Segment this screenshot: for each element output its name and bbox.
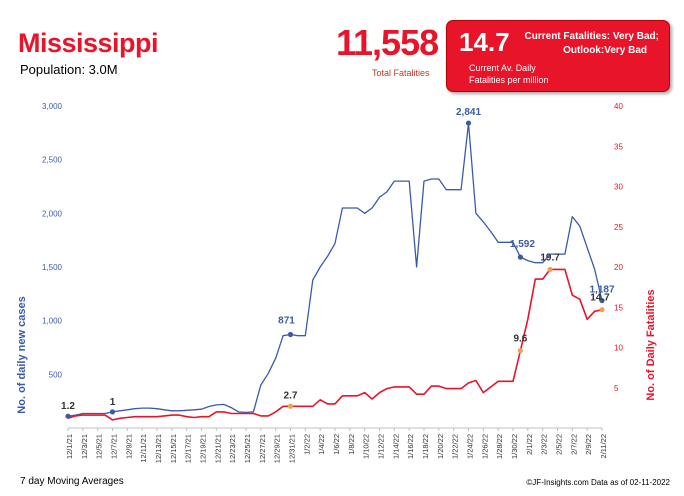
- x-tick-label: 12/9/21: [124, 434, 133, 459]
- cases-annotation: 1: [110, 397, 116, 408]
- cases-marker: [465, 120, 472, 126]
- x-tick-label: 12/13/21: [154, 434, 163, 463]
- cases-marker: [65, 413, 71, 419]
- cases-marker: [287, 331, 294, 338]
- cases-marker: [517, 254, 524, 260]
- y2-tick-label: 5: [614, 384, 619, 393]
- daily-fatalities-line: [67, 268, 603, 421]
- fatalities-marker: [547, 266, 553, 273]
- x-tick-label: 12/1/21: [65, 434, 74, 459]
- current-fatalities-label-line1: Current Av. Daily: [469, 63, 536, 73]
- x-tick-label: 12/19/21: [198, 434, 207, 463]
- cases-annotation: 1,592: [510, 239, 535, 250]
- y2-tick-label: 30: [614, 183, 623, 192]
- x-tick-label: 12/7/21: [109, 434, 118, 459]
- x-tick-label: 2/1/22: [525, 434, 534, 455]
- x-tick-label: 12/21/21: [213, 434, 222, 463]
- y2-tick-label: 10: [614, 344, 623, 353]
- x-tick-label: 12/31/21: [287, 434, 296, 463]
- x-tick-label: 2/3/22: [540, 434, 549, 455]
- x-tick-label: 2/5/22: [554, 434, 563, 455]
- x-tick-label: 12/3/21: [80, 434, 89, 459]
- total-fatalities-value: 11,558: [336, 22, 439, 63]
- y2-tick-label: 15: [614, 303, 623, 312]
- y-tick-label: 3,000: [42, 102, 63, 111]
- daily-cases-line: [67, 122, 603, 417]
- cases-annotation: 871: [278, 316, 295, 327]
- y2-tick-label: 40: [614, 102, 623, 111]
- x-tick-label: 1/28/22: [495, 434, 504, 459]
- x-tick-label: 1/2/22: [302, 434, 311, 455]
- x-tick-label: 2/9/22: [584, 434, 593, 455]
- cases-annotation: 1,187: [589, 285, 614, 296]
- x-tick-label: 1/10/22: [362, 434, 371, 459]
- x-tick-label: 12/23/21: [228, 434, 237, 463]
- axes: 500 1,000 1,500 2,000 2,500 3,000 5 10 15 20 25 30 3…: [42, 102, 623, 463]
- y-axis-title: No. of daily new cases: [16, 296, 28, 413]
- cases-annotation: 1.2: [61, 401, 75, 412]
- x-tick-label: 1/22/22: [451, 434, 460, 459]
- y-tick-label: 1,000: [42, 317, 63, 326]
- x-tick-label: 2/7/22: [569, 434, 578, 455]
- current-fatalities-label-line2: Fatalities per million: [469, 75, 549, 85]
- fatalities-status: Current Fatalities: Very Bad;: [524, 31, 659, 42]
- x-tick-label: 12/5/21: [95, 434, 104, 459]
- y2-tick-label: 20: [614, 263, 623, 272]
- x-tick-label: 1/26/22: [480, 434, 489, 459]
- fatalities-marker: [599, 307, 605, 313]
- x-tick-label: 12/15/21: [169, 434, 178, 463]
- state-title: Mississippi: [18, 28, 159, 58]
- x-tick-label: 12/17/21: [184, 434, 193, 463]
- cases-marker: [599, 297, 605, 304]
- outlook-status: Outlook:Very Bad: [563, 45, 647, 56]
- current-fatalities-value: 14.7: [459, 27, 510, 57]
- y2-tick-label: 35: [614, 142, 623, 151]
- x-tick-label: 1/4/22: [317, 434, 326, 455]
- x-tick-label: 12/29/21: [273, 434, 282, 463]
- y-tick-label: 2,500: [42, 156, 63, 165]
- x-tick-label: 1/16/22: [406, 434, 415, 459]
- y2-tick-label: 25: [614, 223, 623, 232]
- fatalities-annotation: 9.6: [513, 334, 527, 345]
- series-lines: [67, 122, 603, 421]
- x-tick-label: 1/12/22: [376, 434, 385, 459]
- x-tick-label: 2/11/22: [599, 434, 608, 458]
- footer-note: 7 day Moving Averages: [20, 476, 124, 487]
- y-tick-label: 1,500: [42, 263, 63, 272]
- fatalities-marker: [287, 403, 294, 409]
- x-tick-label: 1/6/22: [332, 434, 341, 455]
- fatalities-marker: [517, 348, 524, 354]
- x-tick-label: 12/25/21: [243, 434, 252, 463]
- footer-credit: ©JF-Insights.com Data as of 02-11-2022: [526, 478, 670, 487]
- y-tick-label: 500: [49, 370, 63, 379]
- x-tick-label: 1/24/22: [465, 434, 474, 459]
- annotation-markers: 1.2 1 871 2,841 1,592 1,187 2.7 9.6 19.7 14.7: [61, 107, 615, 419]
- fatalities-annotation: 2.7: [284, 390, 298, 401]
- x-tick-label: 1/18/22: [421, 434, 430, 459]
- y-tick-label: 2,000: [42, 209, 63, 218]
- x-tick-label: 1/30/22: [510, 434, 519, 459]
- population-label: Population: 3.0M: [20, 62, 118, 77]
- current-fatalities-box: 14.7 Current Fatalities: Very Bad; Outlo…: [446, 20, 670, 92]
- x-tick-label: 1/20/22: [436, 434, 445, 459]
- x-tick-label: 12/27/21: [258, 434, 267, 463]
- cases-annotation: 2,841: [456, 107, 481, 118]
- fatalities-annotation: 19.7: [540, 252, 560, 263]
- x-tick-label: 1/8/22: [347, 434, 356, 455]
- y2-axis-title: No. of Daily Fatalities: [645, 289, 657, 400]
- cases-marker: [109, 409, 116, 415]
- fatalities-annotation: 14.7: [590, 293, 610, 304]
- total-fatalities-label: Total Fatalities: [372, 68, 430, 78]
- x-tick-label: 12/11/21: [139, 434, 148, 463]
- x-tick-label: 1/14/22: [391, 434, 400, 459]
